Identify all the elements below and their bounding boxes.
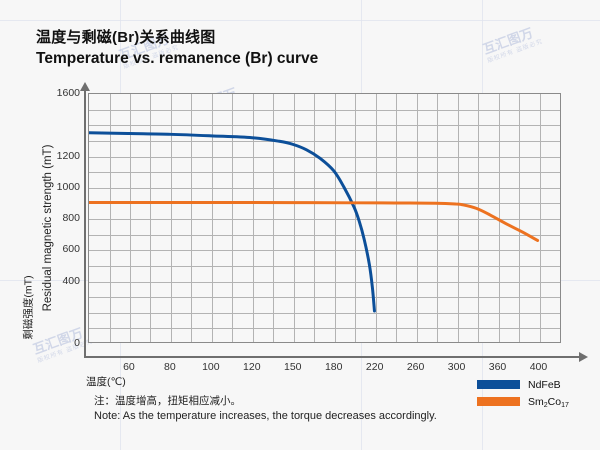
- chart-title-block: 温度与剩磁(Br)关系曲线图 Temperature vs. remanence…: [36, 28, 318, 70]
- gridline-vertical: [498, 94, 500, 342]
- gridline-vertical: [211, 94, 213, 342]
- gridline-horizontal: [89, 312, 560, 314]
- gridline-vertical-minor: [273, 94, 275, 342]
- gridline-vertical-minor: [396, 94, 398, 342]
- y-axis-arrow: [80, 82, 90, 91]
- gridline-horizontal: [89, 234, 560, 236]
- y-tick-label: 0: [74, 337, 80, 349]
- gridline-vertical-minor: [191, 94, 193, 342]
- gridline-horizontal: [89, 140, 560, 142]
- gridline-vertical: [170, 94, 172, 342]
- chart-legend: NdFeB Sm2Co17: [477, 378, 569, 412]
- gridline-vertical-minor: [232, 94, 234, 342]
- gridline-vertical-minor: [437, 94, 439, 342]
- note-cn: 注：温度增高，扭矩相应减小。: [94, 395, 241, 407]
- x-axis-arrow: [579, 352, 588, 362]
- x-tick-label: 360: [488, 361, 507, 373]
- x-tick-label: 400: [529, 361, 548, 373]
- gridline-horizontal: [89, 156, 560, 158]
- gridline-vertical-minor: [150, 94, 152, 342]
- gridline-vertical: [252, 94, 254, 342]
- x-axis-line: [84, 356, 581, 358]
- gridline-vertical: [539, 94, 541, 342]
- gridline-horizontal: [89, 219, 560, 220]
- curve-layer: [89, 131, 540, 313]
- legend-swatch-ndfeb: [477, 380, 520, 389]
- y-axis-line: [84, 90, 86, 358]
- gridline-vertical: [375, 94, 377, 342]
- gridline-vertical: [334, 94, 336, 342]
- x-tick-label: 60: [123, 361, 135, 373]
- legend-swatch-smco: [477, 397, 520, 406]
- legend-item-smco[interactable]: Sm2Co17: [477, 395, 569, 409]
- gridline-horizontal: [89, 297, 560, 299]
- gridline-horizontal: [89, 265, 560, 267]
- gridline-vertical-minor: [478, 94, 479, 342]
- gridline-vertical: [416, 94, 418, 342]
- chart-title-cn: 温度与剩磁(Br)关系曲线图: [36, 29, 216, 46]
- y-tick-label: 600: [62, 243, 80, 256]
- chart-notes: 注：温度增高，扭矩相应减小。 Note: As the temperature …: [94, 394, 437, 424]
- gridline-horizontal: [89, 187, 560, 189]
- legend-label-ndfeb: NdFeB: [528, 378, 561, 391]
- x-axis-title-cn: 温度(℃): [86, 376, 126, 388]
- series-line-ndfeb: [89, 131, 376, 313]
- chart-title-en: Temperature vs. remanence (Br) curve: [36, 50, 319, 67]
- series-line-smco: [89, 201, 540, 242]
- x-tick-label: 220: [365, 361, 384, 373]
- gridline-vertical: [293, 94, 295, 342]
- gridline-horizontal: [89, 281, 560, 283]
- note-en: Note: As the temperature increases, the …: [94, 410, 437, 422]
- x-tick-label: 300: [447, 361, 466, 373]
- gridline-vertical-minor: [109, 94, 111, 342]
- x-tick-label: 150: [283, 361, 302, 373]
- x-tick-label: 180: [324, 361, 343, 373]
- x-tick-label: 100: [202, 361, 220, 373]
- gridline-vertical-minor: [355, 94, 357, 342]
- y-axis-tick-labels: 0 400 600 800 1000 1200 1600: [36, 0, 80, 450]
- x-tick-label: 120: [243, 361, 261, 373]
- gridline-vertical-minor: [519, 94, 520, 342]
- x-tick-label: 260: [406, 361, 425, 373]
- gridline-horizontal: [89, 109, 560, 111]
- y-tick-label: 800: [62, 212, 80, 224]
- gridline-vertical: [457, 94, 459, 342]
- legend-label-smco: Sm2Co17: [528, 395, 569, 409]
- gridline-vertical: [130, 94, 131, 342]
- y-tick-label: 1000: [56, 180, 80, 193]
- y-tick-label: 1200: [56, 149, 80, 162]
- legend-item-ndfeb[interactable]: NdFeB: [477, 378, 569, 391]
- gridline-horizontal: [89, 328, 560, 330]
- gridline-vertical-minor: [314, 94, 316, 342]
- gridline-horizontal: [89, 125, 560, 127]
- y-axis-title-cn: 剩磁强度(mT): [22, 275, 35, 340]
- x-tick-label: 80: [164, 361, 176, 373]
- gridline-horizontal: [89, 250, 560, 252]
- gridline-horizontal: [89, 172, 560, 174]
- y-tick-label: 1600: [56, 87, 80, 99]
- y-axis-title-en: Residual magnetic strength (mT): [42, 144, 54, 312]
